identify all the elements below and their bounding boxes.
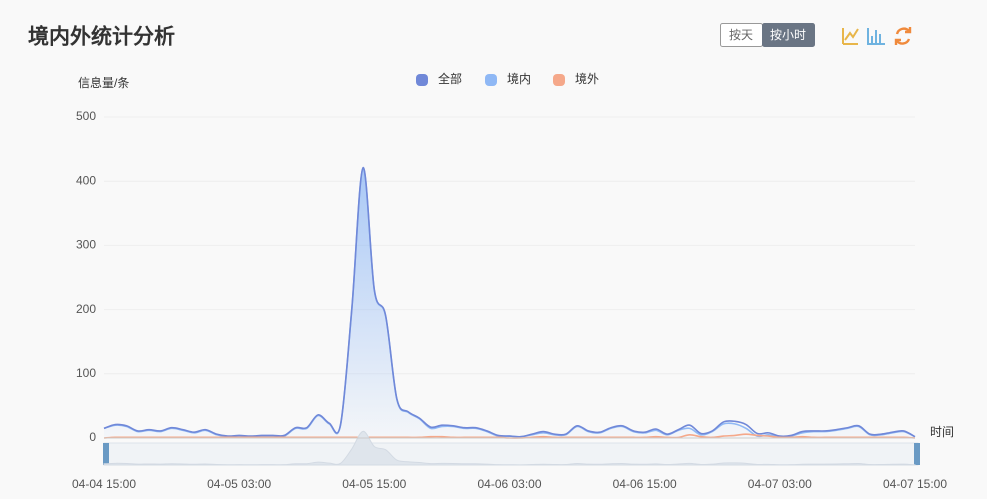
x-tick-label: 04-05 03:00 <box>207 477 271 491</box>
legend-label[interactable]: 全部 <box>438 71 462 86</box>
x-axis-label: 时间 <box>930 425 954 439</box>
line-icon[interactable] <box>842 28 859 45</box>
x-tick-label: 04-06 03:00 <box>477 477 541 491</box>
series-line <box>103 166 916 438</box>
series-line <box>103 167 916 438</box>
zoom-slider[interactable] <box>103 442 919 466</box>
x-tick-label: 04-06 15:00 <box>613 477 677 491</box>
refresh-icon[interactable] <box>894 27 912 45</box>
x-tick-label: 04-05 15:00 <box>342 477 406 491</box>
y-tick-label: 100 <box>76 366 96 380</box>
legend-marker[interactable] <box>416 74 428 86</box>
bar-icon[interactable] <box>867 28 885 45</box>
zoom-handle[interactable] <box>914 443 920 465</box>
y-tick-label: 200 <box>76 302 96 316</box>
y-axis-label: 信息量/条 <box>78 75 129 90</box>
day-button-label[interactable]: 按天 <box>729 28 753 42</box>
hour-button-label[interactable]: 按小时 <box>770 28 806 42</box>
area-fill <box>104 168 915 439</box>
zoom-handle[interactable] <box>103 443 109 465</box>
zoom-preview <box>103 430 916 466</box>
y-tick-label: 500 <box>76 109 96 123</box>
hour-button[interactable] <box>762 23 815 47</box>
y-tick-label: 300 <box>76 238 96 252</box>
x-tick-label: 04-04 15:00 <box>72 477 136 491</box>
y-tick-label: 0 <box>89 430 96 444</box>
legend-label[interactable]: 境内 <box>507 71 531 86</box>
x-tick-label: 04-07 03:00 <box>748 477 812 491</box>
chart-title: 境内外统计分析 <box>28 25 175 49</box>
x-tick-label: 04-07 15:00 <box>883 477 947 491</box>
legend-marker[interactable] <box>553 74 565 86</box>
y-tick-label: 400 <box>76 173 96 187</box>
legend-label[interactable]: 境外 <box>575 71 599 86</box>
legend-marker[interactable] <box>485 74 497 86</box>
